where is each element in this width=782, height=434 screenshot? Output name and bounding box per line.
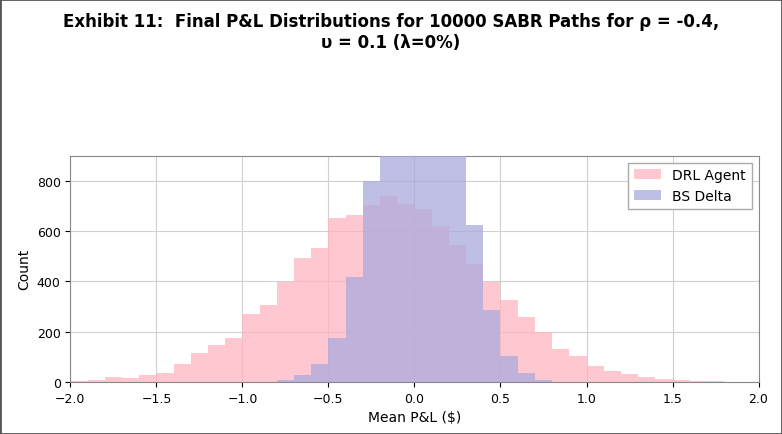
Bar (397, 204, 414, 382)
Bar (88, 381, 105, 382)
Bar (638, 378, 655, 382)
Bar (346, 277, 363, 382)
Bar (380, 28, 397, 382)
Bar (690, 381, 707, 382)
Bar (294, 375, 311, 382)
Legend: DRL Agent, BS Delta: DRL Agent, BS Delta (628, 163, 752, 209)
Bar (294, 258, 311, 382)
Bar (466, 264, 483, 382)
Bar (208, 345, 225, 382)
Bar (518, 317, 535, 382)
Bar (500, 301, 518, 382)
Bar (500, 356, 518, 382)
Bar (277, 380, 294, 382)
Bar (346, 215, 363, 382)
Bar (449, 245, 466, 382)
X-axis label: Mean P&L ($): Mean P&L ($) (368, 410, 461, 424)
Bar (432, 226, 449, 382)
Bar (466, 225, 483, 382)
Bar (311, 248, 328, 382)
Bar (586, 366, 604, 382)
Y-axis label: Count: Count (17, 249, 31, 289)
Bar (311, 365, 328, 382)
Bar (518, 373, 535, 382)
Bar (569, 356, 586, 382)
Bar (70, 381, 88, 382)
Bar (673, 380, 690, 382)
Bar (449, 115, 466, 382)
Bar (414, 0, 432, 382)
Bar (483, 283, 500, 382)
Bar (655, 379, 673, 382)
Bar (397, 0, 414, 382)
Bar (328, 338, 346, 382)
Bar (277, 282, 294, 382)
Bar (174, 365, 191, 382)
Bar (604, 372, 621, 382)
Bar (363, 181, 380, 382)
Bar (414, 210, 432, 382)
Bar (363, 205, 380, 382)
Bar (707, 381, 724, 382)
Bar (552, 349, 569, 382)
Bar (191, 354, 208, 382)
Bar (432, 13, 449, 382)
Bar (122, 378, 139, 382)
Bar (105, 377, 122, 382)
Bar (380, 196, 397, 382)
Bar (483, 310, 500, 382)
Bar (156, 373, 174, 382)
Bar (260, 305, 277, 382)
Bar (535, 332, 552, 382)
Bar (535, 380, 552, 382)
Text: Exhibit 11:  Final P&L Distributions for 10000 SABR Paths for ρ = -0.4,
υ = 0.1 : Exhibit 11: Final P&L Distributions for … (63, 13, 719, 52)
Bar (621, 374, 638, 382)
Bar (139, 375, 156, 382)
Bar (242, 314, 260, 382)
Bar (328, 218, 346, 382)
Bar (225, 339, 242, 382)
